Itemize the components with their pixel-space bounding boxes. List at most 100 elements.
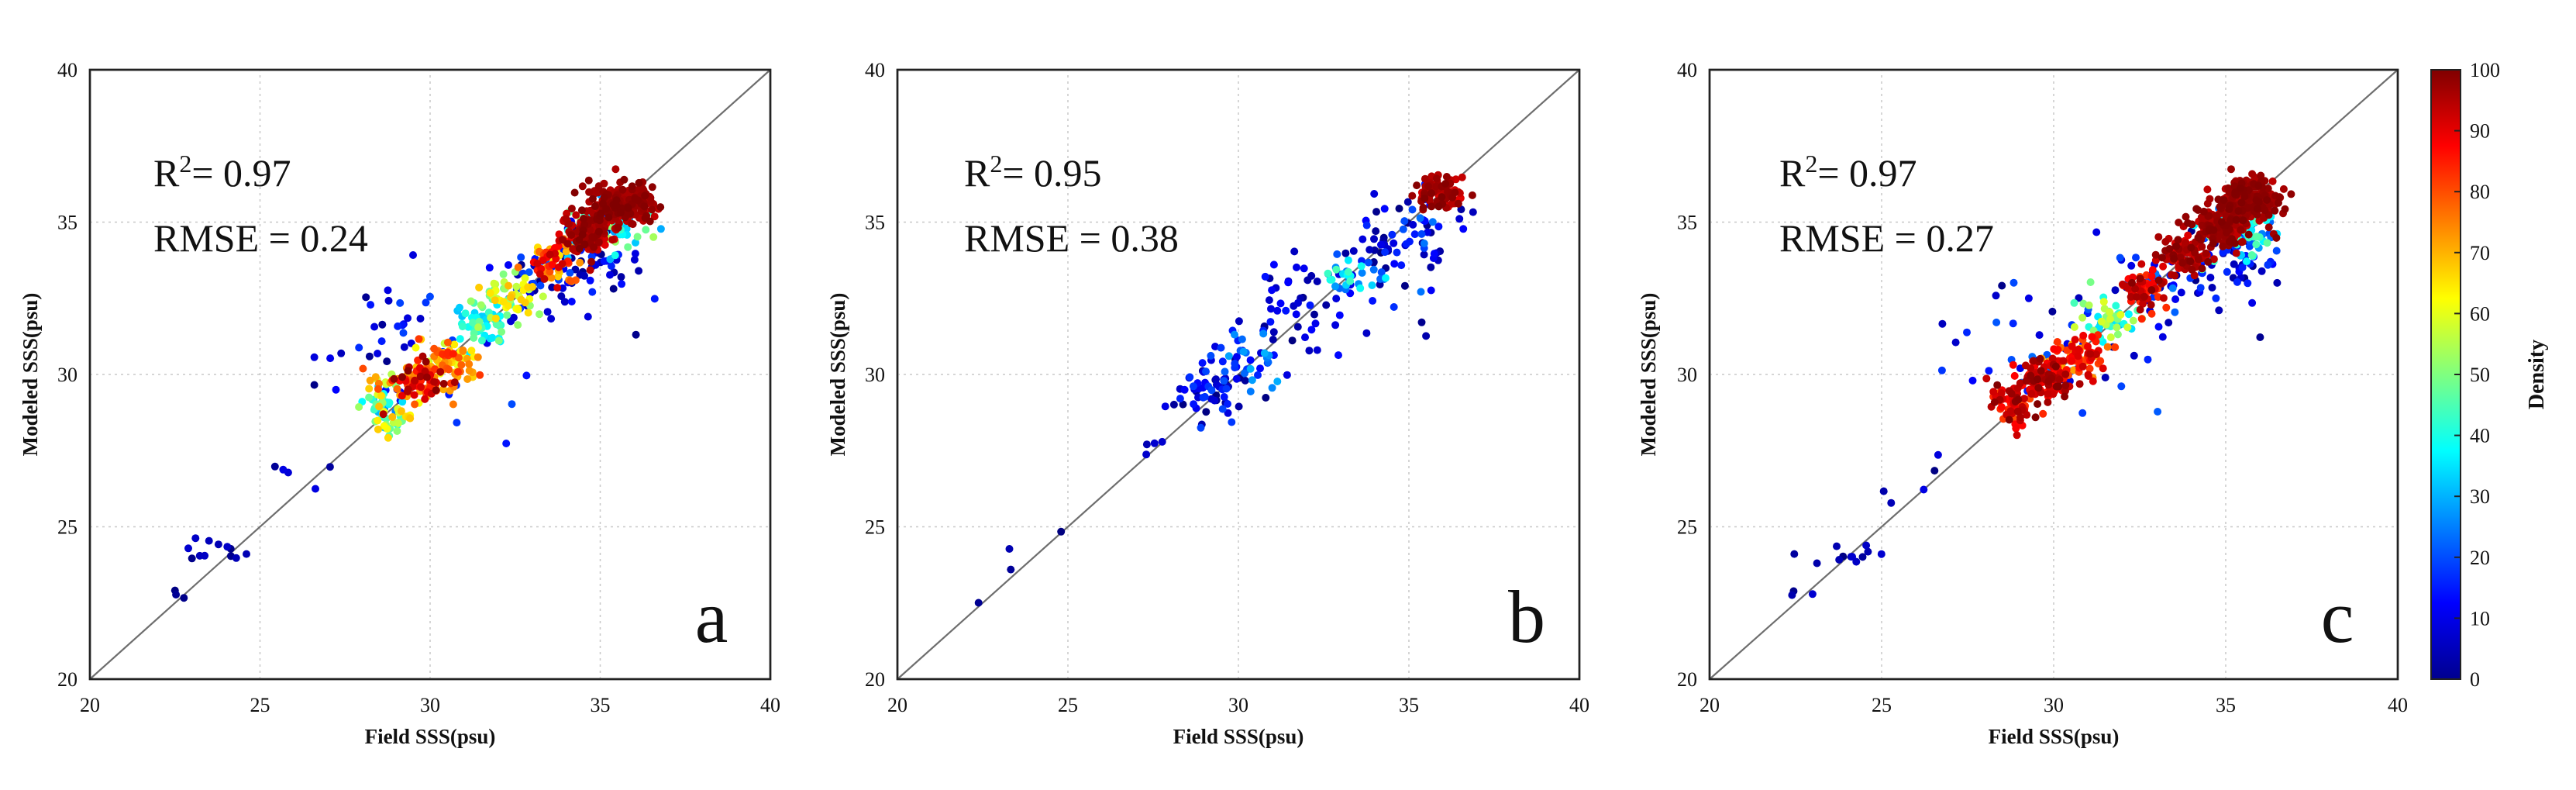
- scatter-point: [1301, 333, 1309, 342]
- scatter-point: [2154, 233, 2163, 241]
- scatter-point: [1369, 265, 1378, 274]
- scatter-point: [184, 544, 192, 553]
- scatter-point: [1364, 258, 1372, 267]
- scatter-point: [2220, 196, 2228, 205]
- scatter-point: [243, 550, 250, 558]
- scatter-point: [585, 188, 594, 196]
- colorbar-tick-label: 0: [2470, 668, 2480, 691]
- scatter-point: [2099, 298, 2108, 306]
- scatter-point: [2059, 357, 2068, 365]
- scatter-point: [567, 298, 576, 305]
- scatter-point: [2074, 345, 2082, 354]
- scatter-point: [398, 398, 407, 406]
- scatter-point: [630, 256, 639, 264]
- scatter-point: [517, 253, 525, 261]
- scatter-point: [576, 258, 584, 267]
- scatter-point: [388, 412, 397, 421]
- scatter-point: [1413, 181, 1421, 190]
- scatter-point: [2009, 319, 2017, 328]
- scatter-point: [2088, 333, 2096, 341]
- scatter-point: [2084, 371, 2092, 379]
- scatter-point: [543, 308, 552, 316]
- scatter-point: [1985, 367, 1993, 375]
- plot-frame-a: [88, 68, 772, 681]
- scatter-point: [2048, 307, 2057, 316]
- scatter-point: [591, 202, 599, 211]
- scatter-point: [2013, 407, 2022, 416]
- scatter-point: [430, 344, 439, 353]
- scatter-point: [310, 353, 319, 361]
- scatter-point: [2271, 206, 2279, 215]
- scatter-point: [2159, 262, 2168, 271]
- scatter-point: [439, 380, 448, 388]
- scatter-point: [1262, 394, 1270, 402]
- scatter-point: [1951, 338, 1960, 347]
- scatter-point: [2248, 170, 2257, 178]
- scatter-point: [557, 292, 566, 301]
- scatter-point: [1189, 382, 1197, 391]
- scatter-point: [2020, 395, 2028, 403]
- scatter-point: [1268, 384, 1276, 392]
- scatter-point: [2245, 242, 2254, 250]
- scatter-point: [2198, 243, 2206, 251]
- scatter-point: [201, 551, 209, 560]
- scatter-point: [385, 398, 394, 407]
- scatter-point: [536, 270, 544, 278]
- scatter-point: [2084, 343, 2092, 350]
- scatter-point: [2203, 185, 2212, 194]
- scatter-point: [2227, 165, 2235, 174]
- scatter-point: [2053, 338, 2061, 346]
- scatter-point: [2239, 216, 2247, 225]
- scatter-point: [2194, 233, 2202, 242]
- scatter-point: [2252, 233, 2261, 241]
- scatter-point: [2232, 249, 2240, 257]
- scatter-point: [463, 375, 472, 383]
- scatter-point: [1328, 275, 1336, 284]
- scatter-point: [432, 386, 440, 395]
- scatter-point: [1380, 205, 1389, 213]
- scatter-point: [2086, 278, 2095, 286]
- scatter-point: [1455, 215, 1464, 223]
- scatter-point: [635, 178, 643, 187]
- scatter-point: [1993, 381, 2002, 389]
- scatter-point: [2253, 205, 2261, 213]
- scatter-point: [2034, 375, 2041, 384]
- scatter-point: [1265, 296, 1273, 305]
- scatter-point: [2231, 239, 2239, 247]
- scatter-point: [365, 385, 374, 393]
- scatter-point: [580, 271, 588, 280]
- scatter-point: [1305, 347, 1314, 355]
- scatter-point: [2037, 367, 2045, 375]
- y-tick-label: 40: [1677, 59, 1697, 81]
- scatter-point: [1434, 202, 1443, 211]
- scatter-point: [374, 350, 382, 357]
- scatter-point: [2139, 299, 2147, 308]
- scatter-point: [1938, 319, 1947, 328]
- scatter-point: [1419, 203, 1427, 212]
- rmse-stat: RMSE = 0.27: [1779, 216, 1994, 260]
- scatter-point: [404, 314, 412, 323]
- scatter-point: [1421, 174, 1429, 183]
- scatter-point: [380, 422, 388, 430]
- scatter-point: [411, 376, 419, 385]
- scatter-point: [1427, 189, 1435, 198]
- scatter-point: [1269, 260, 1278, 269]
- scatter-point: [1235, 317, 1243, 326]
- x-tick-label: 35: [2216, 694, 2236, 716]
- scatter-point: [2005, 416, 2013, 424]
- scatter-point: [1403, 198, 1412, 206]
- scatter-point: [2075, 294, 2083, 302]
- scatter-point: [491, 296, 499, 305]
- scatter-point: [2050, 345, 2058, 354]
- scatter-point: [2022, 377, 2030, 385]
- scatter-point: [416, 315, 425, 323]
- scatter-point: [1169, 400, 1178, 409]
- scatter-point: [2215, 306, 2223, 315]
- scatter-point: [503, 311, 511, 319]
- scatter-point: [1199, 393, 1207, 402]
- scatter-point: [2243, 257, 2251, 266]
- scatter-point: [1331, 282, 1339, 291]
- scatter-point: [2238, 264, 2247, 271]
- scatter-point: [2116, 310, 2125, 319]
- scatter-point: [1424, 182, 1432, 191]
